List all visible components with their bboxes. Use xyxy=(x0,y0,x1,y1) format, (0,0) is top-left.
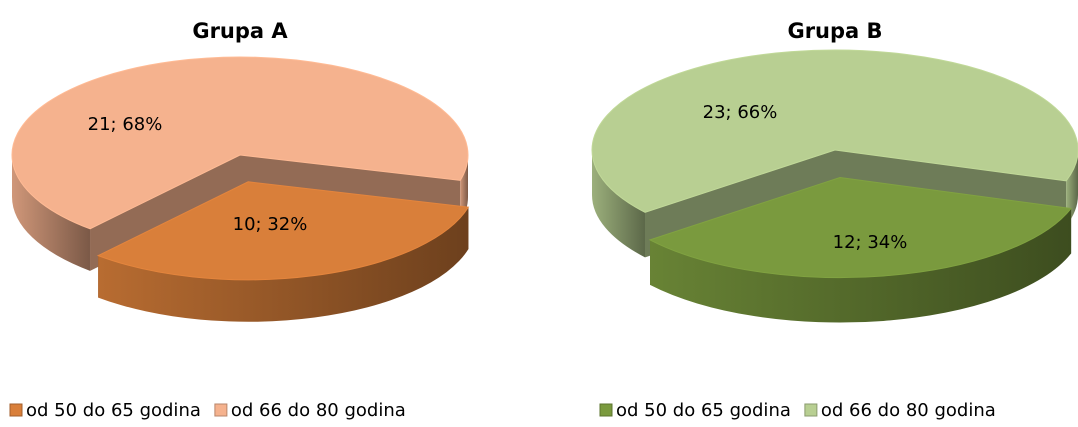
chart-title: Grupa B xyxy=(787,19,882,43)
legend-label: od 50 do 65 godina xyxy=(26,400,201,421)
data-label: 21; 68% xyxy=(88,114,163,135)
legend-swatch xyxy=(599,403,613,417)
data-label: 12; 34% xyxy=(833,232,908,253)
pie-chart: Grupa B 12; 34% 23; 66% od 50 do 65 godina o… xyxy=(591,19,1078,421)
pie-slice xyxy=(11,56,469,230)
legend-swatch xyxy=(9,403,23,417)
data-label: 10; 32% xyxy=(233,214,308,235)
legend-swatch xyxy=(214,403,228,417)
slice-group xyxy=(648,177,1073,323)
chart-title: Grupa A xyxy=(192,19,288,43)
slice-side xyxy=(460,155,468,223)
pie-chart: Grupa A 10; 32% 21; 68% od 50 do 65 godina o… xyxy=(9,19,470,421)
slice-side xyxy=(12,155,91,271)
slice-side xyxy=(1066,150,1078,226)
pie-slice xyxy=(96,181,470,281)
slice-group xyxy=(96,181,470,322)
pie-slice xyxy=(648,177,1073,279)
legend-swatch xyxy=(804,403,818,417)
legend-label: od 66 do 80 godina xyxy=(231,400,406,421)
data-label: 23; 66% xyxy=(703,102,778,123)
pie-slice xyxy=(591,49,1078,213)
slice-side xyxy=(98,207,469,322)
legend-label: od 66 do 80 godina xyxy=(821,400,996,421)
slice-side xyxy=(592,150,646,258)
legend-label: od 50 do 65 godina xyxy=(616,400,791,421)
slice-side xyxy=(650,208,1072,323)
